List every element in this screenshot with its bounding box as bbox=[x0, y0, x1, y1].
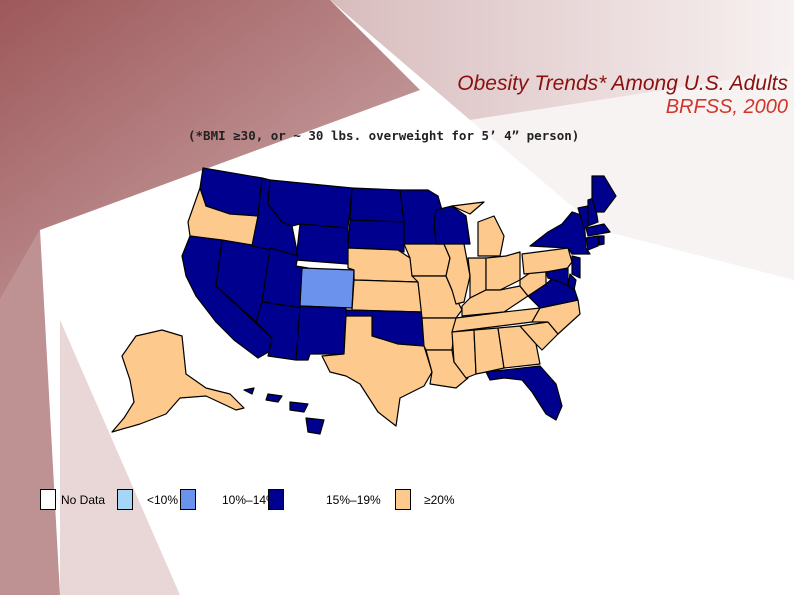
state-OH bbox=[485, 251, 521, 291]
state-ME bbox=[591, 175, 617, 213]
state-KS bbox=[351, 279, 423, 313]
state-NM bbox=[295, 305, 347, 361]
state-NJ bbox=[571, 255, 581, 279]
state-MT bbox=[267, 179, 353, 229]
state-FL bbox=[485, 365, 563, 421]
state-NY bbox=[529, 211, 591, 255]
state-PA bbox=[521, 247, 573, 275]
map-subtitle: BRFSS, 2000 bbox=[665, 96, 788, 118]
state-LA bbox=[425, 349, 469, 389]
map-note: (*BMI ≥30, or ~ 30 lbs. overweight for 5… bbox=[188, 128, 580, 143]
state-SD bbox=[347, 219, 405, 253]
state-DE bbox=[567, 273, 577, 291]
state-AL bbox=[473, 327, 505, 375]
state-RI bbox=[598, 235, 605, 246]
state-AK bbox=[111, 329, 245, 433]
state-AR bbox=[421, 317, 457, 351]
state-CT bbox=[585, 235, 599, 251]
state-IL bbox=[443, 243, 471, 305]
state-TX bbox=[321, 315, 433, 427]
state-MD bbox=[545, 267, 569, 287]
state-HI bbox=[243, 387, 325, 435]
state-SC bbox=[519, 321, 559, 351]
state-ND bbox=[349, 187, 405, 223]
map-title: Obesity Trends* Among U.S. Adults bbox=[457, 72, 788, 95]
state-IA bbox=[403, 243, 451, 277]
state-MA bbox=[585, 223, 611, 237]
state-MS bbox=[451, 329, 477, 379]
state-WY bbox=[295, 223, 349, 265]
state-GA bbox=[497, 325, 541, 369]
state-MI bbox=[451, 201, 505, 257]
state-CO bbox=[299, 267, 355, 309]
